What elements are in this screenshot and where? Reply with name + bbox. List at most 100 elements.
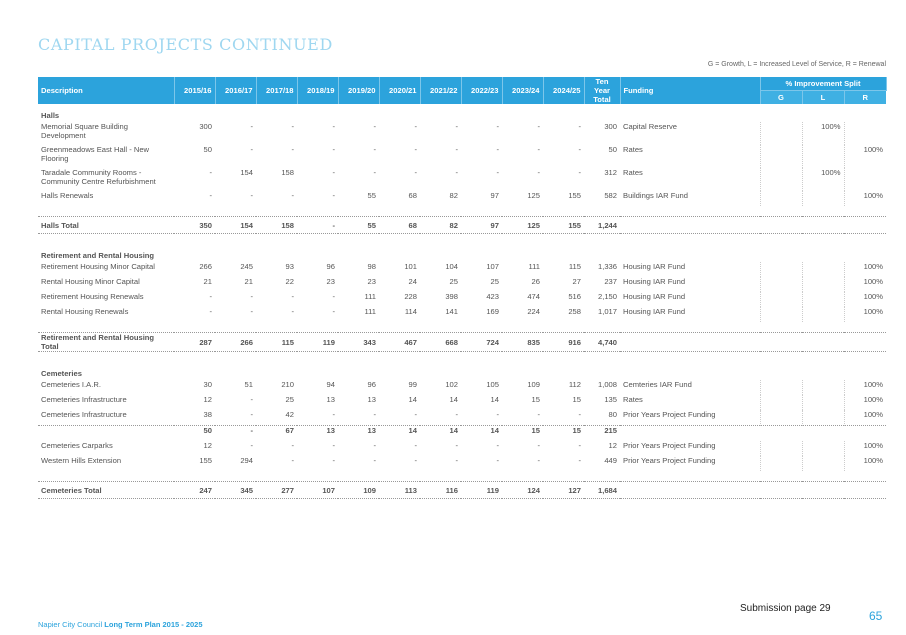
year-value: 15: [543, 425, 584, 441]
year-value: 125: [502, 216, 543, 234]
funding-source: Capital Reserve: [623, 122, 678, 131]
year-value: -: [332, 191, 335, 200]
year-value: 155: [543, 216, 584, 234]
year-value: 12: [203, 395, 212, 404]
year-value: 116: [420, 481, 461, 499]
year-value: 14: [408, 395, 417, 404]
legend-note: G = Growth, L = Increased Level of Servi…: [707, 61, 886, 68]
spacer-row: [38, 206, 886, 217]
year-value: -: [332, 307, 335, 316]
year-value: 42: [285, 410, 294, 419]
table-row: Cemeteries Carparks 12 - - - - - - - - - 12 Prior Ye…: [38, 441, 886, 456]
row-description: Halls Renewals: [41, 191, 94, 200]
ten-year-total: 215: [584, 425, 620, 441]
year-value: -: [332, 122, 335, 131]
ten-year-total: 237: [604, 277, 617, 286]
split-g: [759, 277, 803, 292]
year-value: 467: [379, 332, 420, 352]
funding-source: Rates: [623, 145, 643, 154]
year-value: -: [455, 168, 458, 177]
year-value: 93: [285, 262, 294, 271]
year-value: 109: [527, 380, 540, 389]
year-value: 266: [199, 262, 212, 271]
split-l: [802, 441, 845, 456]
row-description: Memorial Square Building Development: [41, 122, 128, 140]
year-value: 109: [338, 481, 379, 499]
header-description: Description: [38, 77, 175, 104]
year-value: 155: [199, 456, 212, 465]
year-value: 14: [379, 425, 420, 441]
year-value: 27: [572, 277, 581, 286]
year-value: 111: [364, 307, 376, 316]
year-value: 113: [379, 481, 420, 499]
year-value: -: [215, 425, 256, 441]
year-value: 125: [527, 191, 540, 200]
year-value: 835: [502, 332, 543, 352]
year-value: 55: [367, 191, 376, 200]
year-value: 916: [543, 332, 584, 352]
year-value: -: [332, 456, 335, 465]
funding-source: Buildings IAR Fund: [623, 191, 689, 200]
empty-cell: [620, 216, 887, 234]
ten-year-total: 12: [608, 441, 617, 450]
year-value: -: [291, 122, 294, 131]
submission-page: Submission page 29: [740, 603, 831, 614]
split-r: 100%: [863, 191, 884, 200]
table-row: Rental Housing Minor Capital 21 21 22 23 23 24…: [38, 277, 886, 292]
split-l: 100%: [802, 122, 845, 145]
ten-year-total: 1,684: [584, 481, 620, 499]
year-value: 97: [461, 216, 502, 234]
year-value: -: [578, 122, 581, 131]
year-value: -: [496, 168, 499, 177]
year-value: -: [209, 191, 212, 200]
row-description: Rental Housing Minor Capital: [41, 277, 140, 286]
split-r: 100%: [863, 456, 884, 465]
year-value: -: [250, 292, 253, 301]
row-description: Cemeteries I.A.R.: [41, 380, 101, 389]
year-value: 13: [326, 395, 335, 404]
year-value: 13: [367, 395, 376, 404]
year-value: -: [291, 292, 294, 301]
ten-year-total: 1,336: [597, 262, 617, 271]
header-year: 2015/16: [174, 77, 216, 104]
ten-year-total: 2,150: [597, 292, 617, 301]
year-value: -: [578, 168, 581, 177]
year-value: 224: [527, 307, 540, 316]
year-value: 668: [420, 332, 461, 352]
total-row: Cemeteries Total 247 345 277 107 109 113 116 119…: [38, 481, 887, 499]
year-value: -: [537, 122, 540, 131]
section-header-row: Halls: [38, 104, 886, 122]
spacer-cell: [38, 206, 886, 217]
header-year: 2021/22: [420, 77, 462, 104]
row-description: Rental Housing Renewals: [41, 307, 129, 316]
header-ten-year-line2: Total: [593, 95, 611, 104]
year-value: 15: [502, 425, 543, 441]
split-r: [844, 168, 886, 191]
year-value: -: [455, 145, 458, 154]
year-value: -: [578, 410, 581, 419]
section-header-row: Retirement and Rental Housing: [38, 244, 886, 262]
header-year: 2023/24: [502, 77, 544, 104]
year-value: -: [291, 441, 294, 450]
ten-year-total: 449: [604, 456, 617, 465]
year-value: 23: [326, 277, 335, 286]
year-value: 124: [502, 481, 543, 499]
year-value: 22: [285, 277, 294, 286]
year-value: -: [332, 292, 335, 301]
year-value: -: [250, 122, 253, 131]
year-value: -: [209, 168, 212, 177]
year-value: -: [373, 168, 376, 177]
year-value: -: [373, 456, 376, 465]
capital-projects-table: Description 2015/16 2016/17 2017/18 2018…: [38, 77, 887, 499]
year-value: 25: [490, 277, 499, 286]
header-year: 2019/20: [338, 77, 380, 104]
funding-source: Rates: [623, 168, 643, 177]
year-value: 55: [338, 216, 379, 234]
year-value: 107: [486, 262, 499, 271]
row-description: Halls Total: [38, 216, 174, 234]
year-value: 26: [531, 277, 540, 286]
year-value: -: [332, 410, 335, 419]
spacer-row: [38, 471, 886, 482]
year-value: -: [414, 456, 417, 465]
row-description: Cemeteries Infrastructure: [41, 410, 127, 419]
